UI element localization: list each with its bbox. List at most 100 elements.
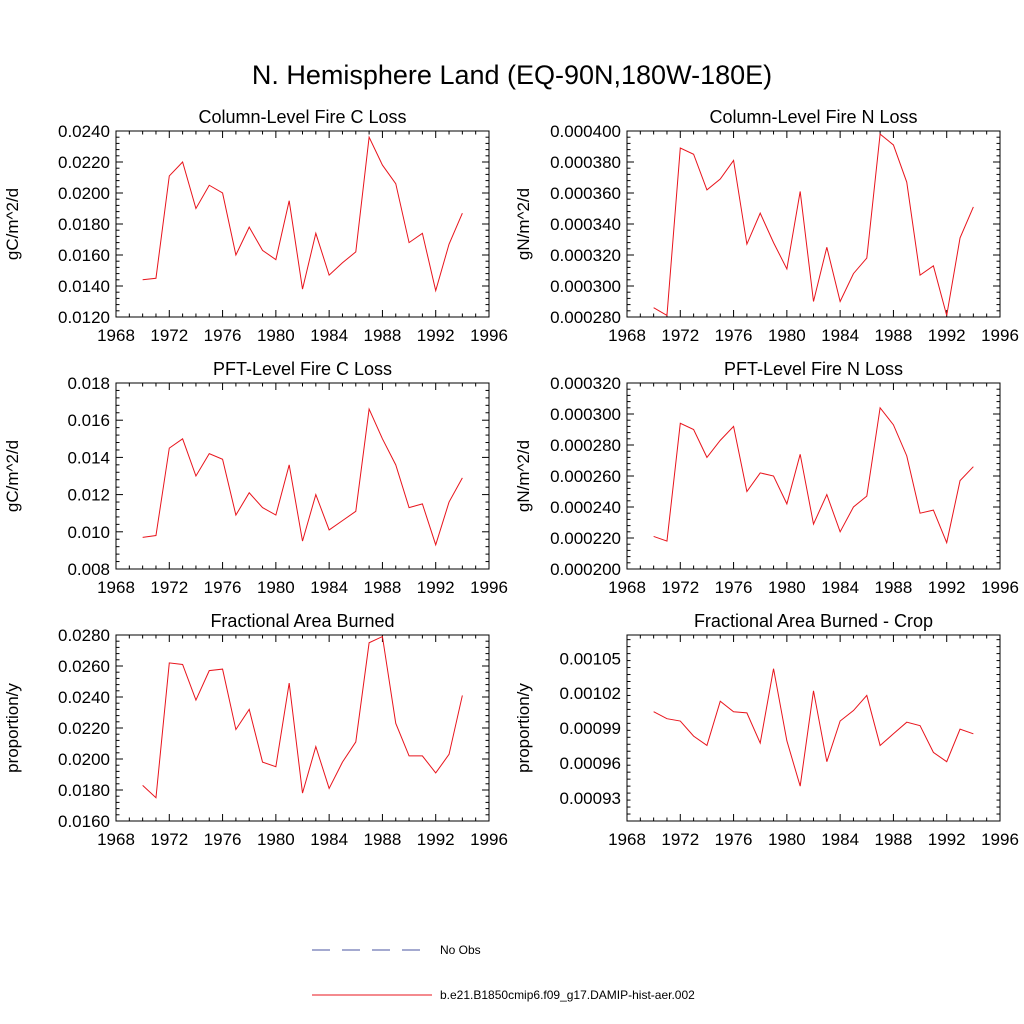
panel-title: PFT-Level Fire C Loss <box>213 359 392 379</box>
y-tick-label: 0.000280 <box>550 308 621 327</box>
y-tick-label: 0.0180 <box>58 215 110 234</box>
y-tick-label: 0.0280 <box>58 626 110 645</box>
plot-frame <box>626 130 1001 318</box>
y-axis-label: gC/m^2/d <box>3 440 22 512</box>
panel-3: PFT-Level Fire C Loss 1968 1972 1976 1980 198… <box>3 359 508 597</box>
y-tick-label: 0.018 <box>67 374 110 393</box>
y-axis-label: gC/m^2/d <box>3 188 22 260</box>
series-line-1 <box>142 407 463 547</box>
y-tick-label: 0.000340 <box>550 215 621 234</box>
x-tick-label: 1968 <box>97 578 135 597</box>
series-line-1 <box>142 135 463 293</box>
y-tick-label: 0.0240 <box>58 688 110 707</box>
panel-title: Column-Level Fire N Loss <box>709 107 917 127</box>
x-tick-label: 1992 <box>928 830 966 849</box>
y-tick-label: 0.000200 <box>550 560 621 579</box>
y-tick-label: 0.0200 <box>58 184 110 203</box>
x-tick-label: 1992 <box>417 830 455 849</box>
y-axis-label: proportion/y <box>514 683 533 773</box>
x-tick-label: 1996 <box>470 326 508 345</box>
y-axis-label: gN/m^2/d <box>514 440 533 512</box>
x-tick-label: 1968 <box>97 326 135 345</box>
y-tick-label: 0.00096 <box>560 754 621 773</box>
x-tick-label: 1972 <box>661 326 699 345</box>
y-tick-label: 0.0160 <box>58 246 110 265</box>
x-tick-label: 1972 <box>150 326 188 345</box>
plot-frame <box>626 382 1001 570</box>
x-tick-label: 1976 <box>715 830 753 849</box>
x-tick-label: 1984 <box>821 578 859 597</box>
panel-5: Fractional Area Burned 1968 1972 1976 1980 19… <box>3 611 508 849</box>
y-tick-label: 0.000260 <box>550 467 621 486</box>
x-tick-label: 1988 <box>875 830 913 849</box>
panel-1: Column-Level Fire C Loss 1968 1972 1976 1980… <box>3 107 508 345</box>
x-tick-label: 1980 <box>257 830 295 849</box>
y-tick-label: 0.012 <box>67 486 110 505</box>
y-tick-label: 0.00105 <box>560 649 621 668</box>
y-tick-label: 0.000320 <box>550 374 621 393</box>
panel-title: Column-Level Fire C Loss <box>198 107 406 127</box>
x-tick-label: 1984 <box>821 326 859 345</box>
x-tick-label: 1980 <box>768 326 806 345</box>
y-tick-label: 0.0160 <box>58 812 110 831</box>
y-tick-label: 0.010 <box>67 523 110 542</box>
x-tick-label: 1976 <box>204 326 242 345</box>
y-tick-label: 0.000240 <box>550 498 621 517</box>
y-tick-label: 0.0180 <box>58 781 110 800</box>
panels-group: Column-Level Fire C Loss 1968 1972 1976 1980… <box>3 107 1019 849</box>
panel-2: Column-Level Fire N Loss 1968 1972 1976 1980… <box>514 107 1019 345</box>
x-tick-label: 1988 <box>364 326 402 345</box>
x-tick-label: 1992 <box>417 578 455 597</box>
y-tick-label: 0.0220 <box>58 719 110 738</box>
x-tick-label: 1992 <box>417 326 455 345</box>
x-tick-label: 1976 <box>715 326 753 345</box>
series-line-1 <box>653 668 974 787</box>
x-tick-label: 1980 <box>257 578 295 597</box>
x-tick-label: 1984 <box>821 830 859 849</box>
y-tick-label: 0.000360 <box>550 184 621 203</box>
y-tick-label: 0.000300 <box>550 277 621 296</box>
y-tick-label: 0.00093 <box>560 789 621 808</box>
series-line-1 <box>653 133 974 317</box>
x-tick-label: 1996 <box>981 830 1019 849</box>
y-tick-label: 0.000380 <box>550 153 621 172</box>
panel-title: Fractional Area Burned - Crop <box>694 611 933 631</box>
y-tick-label: 0.00099 <box>560 719 621 738</box>
y-axis-label: gN/m^2/d <box>514 188 533 260</box>
y-tick-label: 0.000400 <box>550 122 621 141</box>
panel-4: PFT-Level Fire N Loss 1968 1972 1976 1980 198… <box>514 359 1019 597</box>
figure-title: N. Hemisphere Land (EQ-90N,180W-180E) <box>252 60 772 90</box>
x-tick-label: 1988 <box>875 578 913 597</box>
x-tick-label: 1968 <box>608 326 646 345</box>
x-tick-label: 1984 <box>310 578 348 597</box>
x-tick-label: 1968 <box>608 578 646 597</box>
y-tick-label: 0.0240 <box>58 122 110 141</box>
x-tick-label: 1972 <box>661 830 699 849</box>
x-tick-label: 1976 <box>204 830 242 849</box>
x-tick-label: 1976 <box>204 578 242 597</box>
x-tick-label: 1984 <box>310 830 348 849</box>
panel-title: Fractional Area Burned <box>210 611 394 631</box>
y-tick-label: 0.000220 <box>550 529 621 548</box>
y-tick-label: 0.008 <box>67 560 110 579</box>
x-tick-label: 1988 <box>364 830 402 849</box>
legend-label-hist-aer: b.e21.B1850cmip6.f09_g17.DAMIP-hist-aer.… <box>440 988 695 1002</box>
x-tick-label: 1996 <box>470 830 508 849</box>
x-tick-label: 1988 <box>364 578 402 597</box>
x-tick-label: 1996 <box>981 326 1019 345</box>
y-tick-label: 0.0120 <box>58 308 110 327</box>
x-tick-label: 1988 <box>875 326 913 345</box>
panel-6: Fractional Area Burned - Crop 1968 1972 197… <box>514 611 1019 849</box>
y-axis-label: proportion/y <box>3 683 22 773</box>
x-tick-label: 1992 <box>928 578 966 597</box>
x-tick-label: 1980 <box>257 326 295 345</box>
x-tick-label: 1972 <box>150 578 188 597</box>
y-tick-label: 0.000300 <box>550 405 621 424</box>
y-tick-label: 0.0140 <box>58 277 110 296</box>
y-tick-label: 0.0200 <box>58 750 110 769</box>
y-tick-label: 0.014 <box>67 448 110 467</box>
series-line-1 <box>142 635 463 799</box>
x-tick-label: 1972 <box>150 830 188 849</box>
legend-label-no-obs: No Obs <box>440 943 481 957</box>
